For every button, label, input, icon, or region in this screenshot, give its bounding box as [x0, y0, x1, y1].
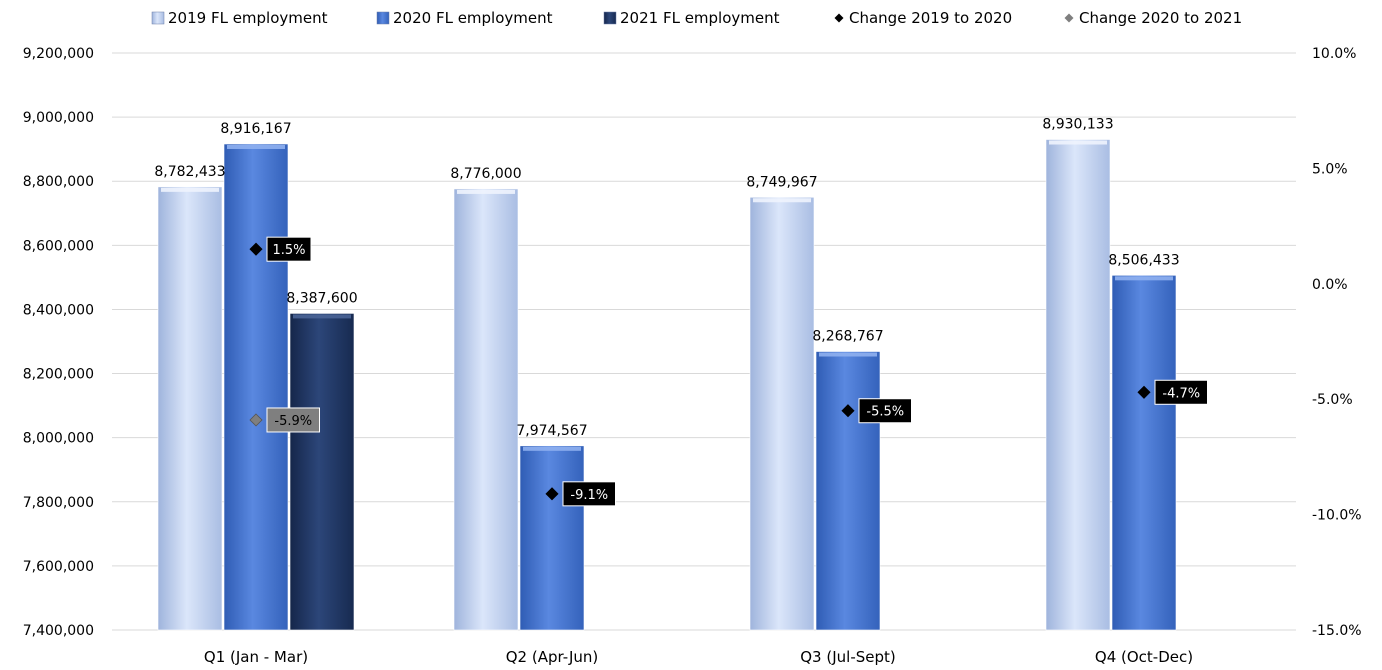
legend-label: 2020 FL employment	[393, 9, 553, 27]
bar-value-label: 8,268,767	[812, 329, 883, 345]
category-label: Q4 (Oct-Dec)	[1095, 648, 1193, 666]
left-tick-label: 9,200,000	[23, 46, 94, 62]
left-tick-label: 7,800,000	[23, 495, 94, 511]
bar-highlight	[161, 187, 219, 192]
change-label-box	[266, 236, 312, 262]
bar-highlight	[293, 314, 351, 319]
category-labels: Q1 (Jan - Mar) Q2 (Apr-Jun) Q3 (Jul-Sept) Q…	[204, 648, 1193, 666]
bar-highlight	[227, 144, 285, 149]
change-marker	[1137, 385, 1151, 399]
bar	[749, 196, 815, 631]
bar	[223, 143, 289, 631]
right-axis: -15.0% -10.0% -5.0% 0.0% 5.0% 10.0%	[1312, 46, 1362, 639]
legend-label: 2019 FL employment	[168, 9, 328, 27]
change-label: 1.5%	[272, 243, 305, 258]
bars	[157, 139, 1177, 631]
change-label-box	[266, 407, 320, 433]
right-tick-label: 10.0%	[1312, 46, 1356, 62]
bar	[815, 351, 881, 631]
change-marker	[249, 413, 263, 427]
legend-label: Change 2019 to 2020	[849, 9, 1012, 27]
bar	[519, 445, 585, 631]
change-marker	[545, 487, 559, 501]
change-marker	[249, 242, 263, 256]
legend-swatch	[151, 11, 165, 25]
bar-value-label: 8,506,433	[1108, 252, 1179, 268]
bar-value-label: 8,782,433	[154, 164, 225, 180]
right-tick-label: -15.0%	[1312, 623, 1362, 639]
bar	[289, 313, 355, 631]
legend-marker	[834, 13, 844, 23]
left-axis: 7,400,000 7,600,000 7,800,000 8,000,000 8,20…	[23, 46, 94, 639]
bar-value-label: 8,387,600	[286, 290, 357, 306]
bar-value-label: 8,930,133	[1042, 117, 1113, 133]
bar-highlight	[819, 352, 877, 357]
change-label: -9.1%	[570, 488, 608, 503]
bar	[453, 188, 519, 631]
legend-label: Change 2020 to 2021	[1079, 9, 1242, 27]
change-label: -4.7%	[1162, 386, 1200, 401]
right-tick-label: 5.0%	[1312, 161, 1348, 177]
change-marker	[841, 404, 855, 418]
bar	[1111, 275, 1177, 631]
legend: 2019 FL employment 2020 FL employment 2021…	[151, 9, 1242, 27]
change-label-box	[562, 481, 616, 507]
bar-highlight	[1115, 276, 1173, 281]
left-tick-label: 8,800,000	[23, 174, 94, 190]
left-tick-label: 7,600,000	[23, 559, 94, 575]
right-tick-label: -10.0%	[1312, 508, 1362, 524]
right-tick-label: -5.0%	[1312, 392, 1353, 408]
legend-marker	[1064, 13, 1074, 23]
change-label: -5.5%	[866, 405, 904, 420]
left-tick-label: 9,000,000	[23, 110, 94, 126]
bar-value-labels: 8,782,433 8,916,167 8,387,600 8,776,000 7,97…	[154, 117, 1179, 439]
bar-highlight	[457, 189, 515, 194]
legend-swatch	[603, 11, 617, 25]
category-label: Q3 (Jul-Sept)	[800, 648, 896, 666]
change-label-box	[1154, 379, 1208, 405]
bar-value-label: 7,974,567	[516, 423, 587, 439]
change-points: 1.5% -9.1% -5.5% -4.7% -5.9%	[249, 236, 1208, 507]
legend-label: 2021 FL employment	[620, 9, 780, 27]
legend-swatch	[376, 11, 390, 25]
bar	[1045, 139, 1111, 631]
bar-value-label: 8,749,967	[746, 174, 817, 190]
left-tick-label: 7,400,000	[23, 623, 94, 639]
bar	[157, 186, 223, 631]
bar-highlight	[753, 198, 811, 203]
bar-value-label: 8,776,000	[450, 166, 521, 182]
change-label-box	[858, 398, 912, 424]
right-tick-label: 0.0%	[1312, 277, 1348, 293]
category-label: Q1 (Jan - Mar)	[204, 648, 308, 666]
bar-value-label: 8,916,167	[220, 121, 291, 137]
bar-highlight	[523, 446, 581, 451]
bar-highlight	[1049, 140, 1107, 145]
category-label: Q2 (Apr-Jun)	[506, 648, 599, 666]
change-label: -5.9%	[274, 414, 312, 429]
left-tick-label: 8,000,000	[23, 431, 94, 447]
left-tick-label: 8,600,000	[23, 238, 94, 254]
left-tick-label: 8,200,000	[23, 367, 94, 383]
left-tick-label: 8,400,000	[23, 302, 94, 318]
